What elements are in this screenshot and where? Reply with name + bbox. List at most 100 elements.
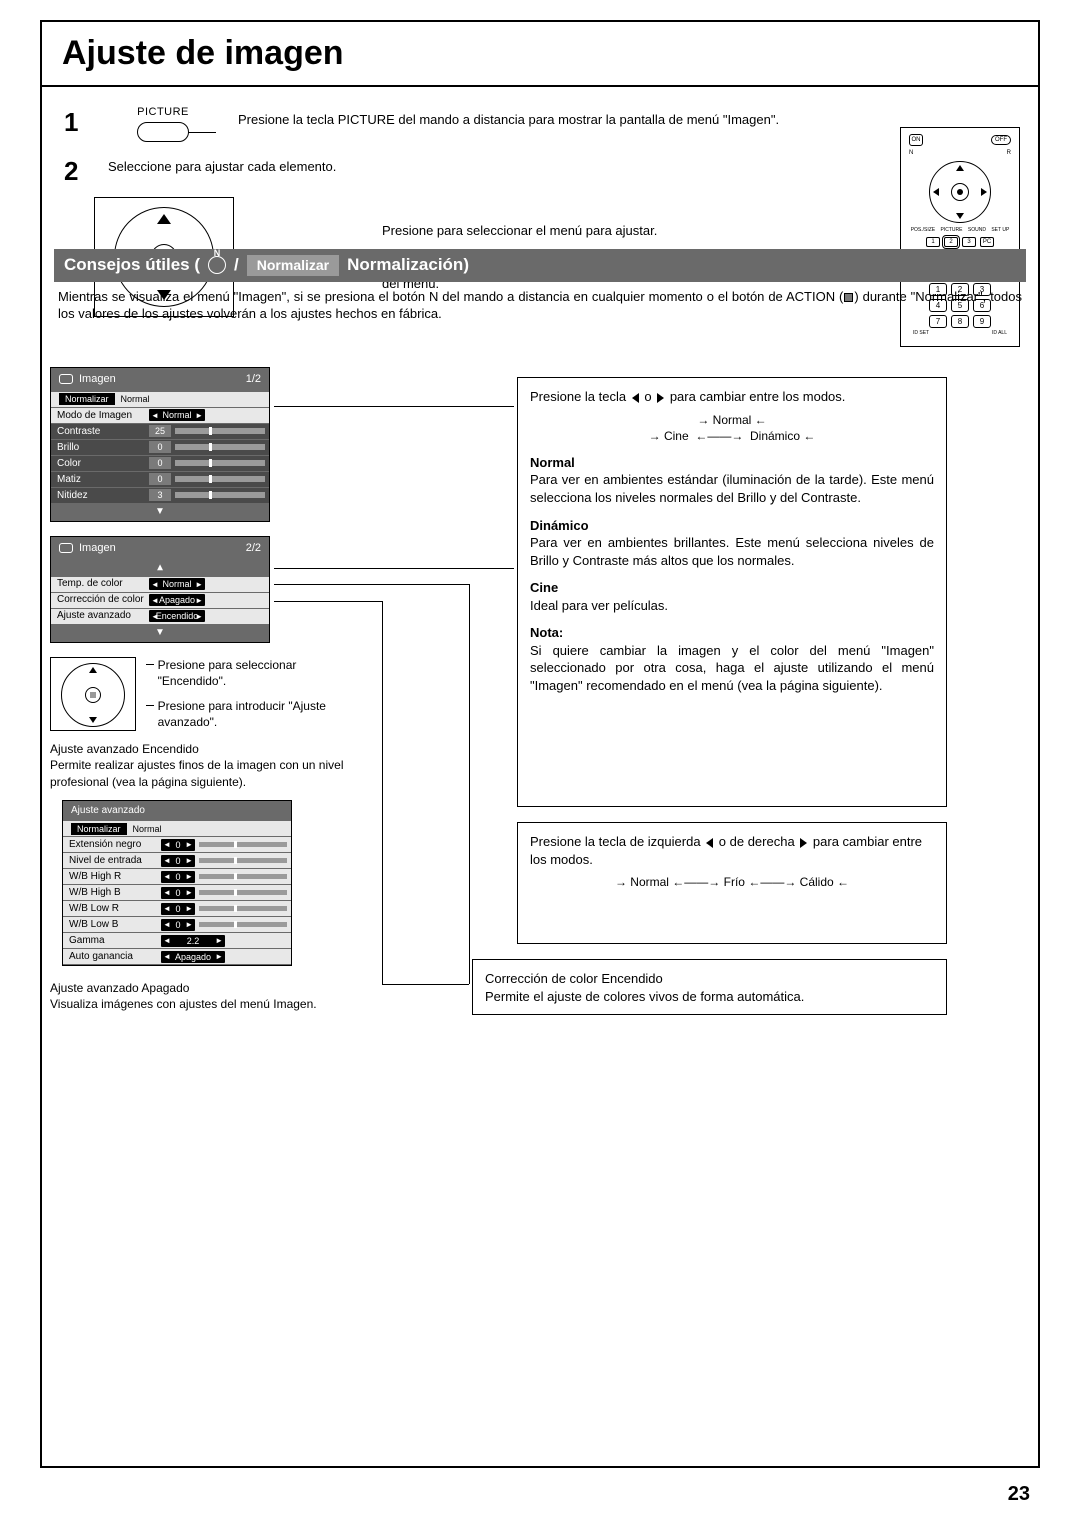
tips-section: Consejos útiles ( / Normalizar Normaliza… bbox=[42, 233, 1038, 323]
osd1-row-modo: Modo de Imagen ◄Normal► bbox=[51, 408, 269, 423]
osd3-normalize: Normalizar bbox=[71, 823, 127, 835]
osd3-r4-label: W/B Low R bbox=[69, 902, 161, 916]
rbox1-normal-h: Normal bbox=[530, 454, 934, 472]
remote-ring-left-icon bbox=[933, 188, 939, 196]
content-area: 1 PICTURE Presione la tecla PICTURE del … bbox=[42, 87, 1038, 335]
osd1-normal: Normal bbox=[121, 393, 150, 405]
rbox3-l1: Corrección de color Encendido bbox=[485, 970, 934, 988]
osd3-r2-val: ◄0► bbox=[161, 871, 195, 883]
osd3-r3-val: ◄0► bbox=[161, 887, 195, 899]
mode-description-box: Presione la tecla o para cambiar entre l… bbox=[517, 377, 947, 807]
osd3-row-3: W/B High B◄0► bbox=[63, 885, 291, 900]
n-button-icon bbox=[208, 256, 226, 274]
tips-title-c: Normalización) bbox=[347, 254, 469, 277]
page-frame: Ajuste de imagen 1 PICTURE Presione la t… bbox=[40, 20, 1040, 1468]
osd-imagen-1: Imagen 1/2 Normalizar Normal Modo de Ima… bbox=[50, 367, 270, 522]
osd2-header: Imagen 2/2 bbox=[51, 537, 269, 560]
triangle-right-icon bbox=[800, 838, 807, 848]
small-nav-center-icon bbox=[85, 687, 101, 703]
osd3-r7-label: Auto ganancia bbox=[69, 950, 161, 964]
remote-ring-up-icon bbox=[956, 165, 964, 171]
tips-bar: Consejos útiles ( / Normalizar Normaliza… bbox=[54, 249, 1026, 282]
osd1-arrow-down-icon: ▼ bbox=[51, 504, 269, 522]
osd1-color-val: 0 bbox=[149, 457, 171, 469]
osd3-r6-label: Gamma bbox=[69, 934, 161, 948]
remote-off: OFF bbox=[991, 135, 1011, 145]
osd3-r4-val: ◄0► bbox=[161, 903, 195, 915]
adv-on-title: Ajuste avanzado Encendido bbox=[50, 741, 372, 757]
small-nav-ring bbox=[61, 663, 125, 727]
remote-nr-row: N R bbox=[905, 149, 1015, 157]
osd3-row-1: Nivel de entrada◄0► bbox=[63, 853, 291, 868]
connector-line bbox=[382, 984, 469, 985]
osd1-brillo-label: Brillo bbox=[57, 441, 149, 455]
remote-n: N bbox=[909, 149, 913, 157]
osd3-r1-val: ◄0► bbox=[161, 855, 195, 867]
slider-icon bbox=[199, 874, 287, 879]
osd2-temp-label: Temp. de color bbox=[57, 577, 149, 591]
rbox1-intro: Presione la tecla o para cambiar entre l… bbox=[530, 388, 934, 406]
osd-icon bbox=[59, 374, 73, 384]
remote-r: R bbox=[1007, 149, 1011, 157]
osd1-row-modo-val: ◄Normal► bbox=[149, 409, 205, 421]
picture-label: PICTURE bbox=[108, 105, 218, 120]
osd3-r5-label: W/B Low B bbox=[69, 918, 161, 932]
connector-line bbox=[469, 584, 470, 984]
osd-icon bbox=[59, 543, 73, 553]
color-correction-box: Corrección de color Encendido Permite el… bbox=[472, 959, 947, 1015]
action-square-icon bbox=[844, 293, 853, 302]
triangle-left-icon bbox=[632, 393, 639, 403]
osd2-adv-label: Ajuste avanzado bbox=[57, 609, 149, 623]
osd3-r3-label: W/B High B bbox=[69, 886, 161, 900]
small-nav-down-icon bbox=[89, 717, 97, 723]
osd3-row-2: W/B High R◄0► bbox=[63, 869, 291, 884]
small-nav-box bbox=[50, 657, 136, 731]
remote-ring-center-icon bbox=[951, 183, 969, 201]
osd3-normalize-row: Normalizar Normal bbox=[63, 821, 291, 836]
step-1-number: 1 bbox=[64, 105, 88, 140]
triangle-right-icon bbox=[657, 393, 664, 403]
slider-icon bbox=[175, 444, 265, 450]
title-bar: Ajuste de imagen bbox=[42, 22, 1038, 87]
osd1-normalize-row: Normalizar Normal bbox=[51, 392, 269, 407]
connector-line bbox=[382, 601, 383, 984]
rbox1-normal-b: Para ver en ambientes estándar (iluminac… bbox=[530, 471, 934, 506]
rbox1-cine-h: Cine bbox=[530, 579, 934, 597]
osd3-r7-val: ◄Apagado► bbox=[161, 951, 225, 963]
osd3-r0-val: ◄0► bbox=[161, 839, 195, 851]
step-1-text: Presione la tecla PICTURE del mando a di… bbox=[238, 105, 1016, 129]
remote-idall: ID ALL bbox=[992, 330, 1007, 337]
osd3-r0-label: Extensión negro bbox=[69, 838, 161, 852]
osd3-title: Ajuste avanzado bbox=[63, 801, 291, 821]
triangle-left-icon bbox=[706, 838, 713, 848]
adv-off-body: Visualiza imágenes con ajustes del menú … bbox=[50, 996, 350, 1012]
slider-icon bbox=[175, 476, 265, 482]
osd1-normalize: Normalizar bbox=[59, 393, 115, 405]
osd2-row-corr: Corrección de color◄Apagado► bbox=[51, 593, 269, 608]
osd1-brillo-val: 0 bbox=[149, 441, 171, 453]
osd3-row-4: W/B Low R◄0► bbox=[63, 901, 291, 916]
step-2-text: Seleccione para ajustar cada elemento. bbox=[108, 154, 1016, 176]
connector-line bbox=[274, 584, 469, 585]
osd3-r6-val: ◄2.2► bbox=[161, 935, 225, 947]
remote-on: ON bbox=[909, 134, 923, 146]
osd2-row-adv: Ajuste avanzado◄Encendido► bbox=[51, 609, 269, 624]
connector-line bbox=[274, 601, 382, 602]
osd1-matiz-label: Matiz bbox=[57, 473, 149, 487]
osd1-color-label: Color bbox=[57, 457, 149, 471]
small-nav-block: Presione para seleccionar "Encendido". P… bbox=[50, 657, 372, 731]
adv-on-block: Ajuste avanzado Encendido Permite realiz… bbox=[50, 741, 372, 790]
mode-cycle-1: → Normal ← → Cine ←——→ Dinámico ← bbox=[530, 412, 934, 444]
picture-button-icon bbox=[137, 122, 189, 142]
osd1-title: Imagen bbox=[79, 373, 116, 385]
osd3-r2-label: W/B High R bbox=[69, 870, 161, 884]
osd2-arrow-down-icon: ▼ bbox=[51, 625, 269, 643]
osd1-row-nitidez: Nitidez3 bbox=[51, 488, 269, 503]
slider-icon bbox=[199, 858, 287, 863]
osd1-contraste-val: 25 bbox=[149, 425, 171, 437]
rbox1-cine-b: Ideal para ver películas. bbox=[530, 597, 934, 615]
remote-ring bbox=[929, 161, 991, 223]
step-2-number: 2 bbox=[64, 154, 88, 189]
osd2-adv-val: ◄Encendido► bbox=[149, 610, 205, 622]
small-nav-text: Presione para seleccionar "Encendido". P… bbox=[148, 657, 358, 730]
